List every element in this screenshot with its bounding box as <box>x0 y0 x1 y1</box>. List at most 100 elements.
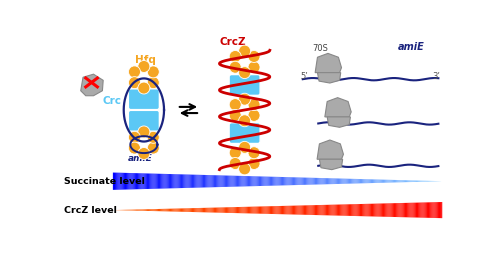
Polygon shape <box>152 174 154 189</box>
Polygon shape <box>228 176 230 187</box>
Polygon shape <box>296 177 298 185</box>
Polygon shape <box>283 177 284 185</box>
Polygon shape <box>404 203 405 217</box>
Polygon shape <box>341 204 342 216</box>
Polygon shape <box>396 180 397 182</box>
Polygon shape <box>402 180 404 182</box>
Polygon shape <box>116 173 117 190</box>
Polygon shape <box>388 203 390 217</box>
Polygon shape <box>359 179 360 183</box>
Polygon shape <box>238 207 239 213</box>
Polygon shape <box>326 205 327 215</box>
Polygon shape <box>340 178 341 184</box>
Polygon shape <box>332 205 334 215</box>
Polygon shape <box>250 207 251 214</box>
Polygon shape <box>149 209 150 211</box>
Polygon shape <box>306 205 307 215</box>
Polygon shape <box>190 174 191 188</box>
Polygon shape <box>164 209 166 211</box>
Polygon shape <box>344 204 346 216</box>
Polygon shape <box>246 207 247 213</box>
Polygon shape <box>181 174 182 188</box>
Polygon shape <box>360 204 361 216</box>
Polygon shape <box>200 175 202 188</box>
Polygon shape <box>317 205 318 215</box>
Polygon shape <box>238 176 239 187</box>
Polygon shape <box>123 173 124 190</box>
Polygon shape <box>164 174 166 189</box>
Polygon shape <box>236 207 237 213</box>
Polygon shape <box>195 208 196 212</box>
Polygon shape <box>158 174 159 189</box>
Text: Crc: Crc <box>102 96 122 106</box>
Polygon shape <box>405 203 406 217</box>
Polygon shape <box>332 178 334 184</box>
Polygon shape <box>228 207 230 213</box>
Polygon shape <box>380 204 381 217</box>
Circle shape <box>138 126 150 138</box>
Polygon shape <box>284 177 285 185</box>
Polygon shape <box>120 173 122 190</box>
Polygon shape <box>362 204 363 216</box>
Polygon shape <box>397 180 398 182</box>
Polygon shape <box>329 178 330 184</box>
Polygon shape <box>256 176 258 186</box>
Polygon shape <box>240 207 242 213</box>
Circle shape <box>238 45 250 57</box>
Polygon shape <box>417 203 418 217</box>
Text: amiE: amiE <box>398 42 424 52</box>
Polygon shape <box>140 173 141 189</box>
Polygon shape <box>178 174 179 188</box>
Polygon shape <box>180 174 181 188</box>
Polygon shape <box>303 205 304 215</box>
Polygon shape <box>135 210 136 211</box>
Polygon shape <box>140 209 141 211</box>
Polygon shape <box>372 204 373 216</box>
Polygon shape <box>224 176 225 187</box>
FancyBboxPatch shape <box>128 110 160 131</box>
Polygon shape <box>376 204 378 217</box>
Polygon shape <box>315 178 316 184</box>
Polygon shape <box>300 205 302 215</box>
FancyBboxPatch shape <box>229 123 260 144</box>
Polygon shape <box>266 206 268 214</box>
Polygon shape <box>378 179 380 183</box>
Polygon shape <box>426 181 427 182</box>
Polygon shape <box>320 178 322 184</box>
Polygon shape <box>388 180 390 183</box>
Polygon shape <box>139 209 140 211</box>
Polygon shape <box>346 204 348 216</box>
Polygon shape <box>368 204 370 216</box>
Polygon shape <box>416 203 417 217</box>
Polygon shape <box>415 181 416 182</box>
Polygon shape <box>325 178 326 184</box>
Polygon shape <box>248 207 249 214</box>
Polygon shape <box>414 181 415 182</box>
Polygon shape <box>154 209 156 211</box>
Polygon shape <box>271 177 272 186</box>
Polygon shape <box>400 203 402 217</box>
Polygon shape <box>262 206 264 214</box>
Polygon shape <box>247 207 248 213</box>
Polygon shape <box>254 207 256 214</box>
Text: Hfq: Hfq <box>136 55 156 65</box>
Polygon shape <box>416 181 417 182</box>
Polygon shape <box>288 177 290 185</box>
Polygon shape <box>337 178 338 184</box>
Circle shape <box>238 115 250 127</box>
Polygon shape <box>382 180 383 183</box>
Polygon shape <box>176 174 178 188</box>
Polygon shape <box>138 173 139 189</box>
Polygon shape <box>293 206 294 215</box>
Polygon shape <box>232 207 234 213</box>
Polygon shape <box>340 204 341 216</box>
Polygon shape <box>182 174 183 188</box>
Polygon shape <box>315 205 316 215</box>
Polygon shape <box>350 179 351 184</box>
Polygon shape <box>384 203 385 217</box>
Polygon shape <box>242 207 244 213</box>
Polygon shape <box>152 209 154 211</box>
Polygon shape <box>430 202 432 218</box>
Polygon shape <box>215 208 216 212</box>
Circle shape <box>229 61 241 73</box>
